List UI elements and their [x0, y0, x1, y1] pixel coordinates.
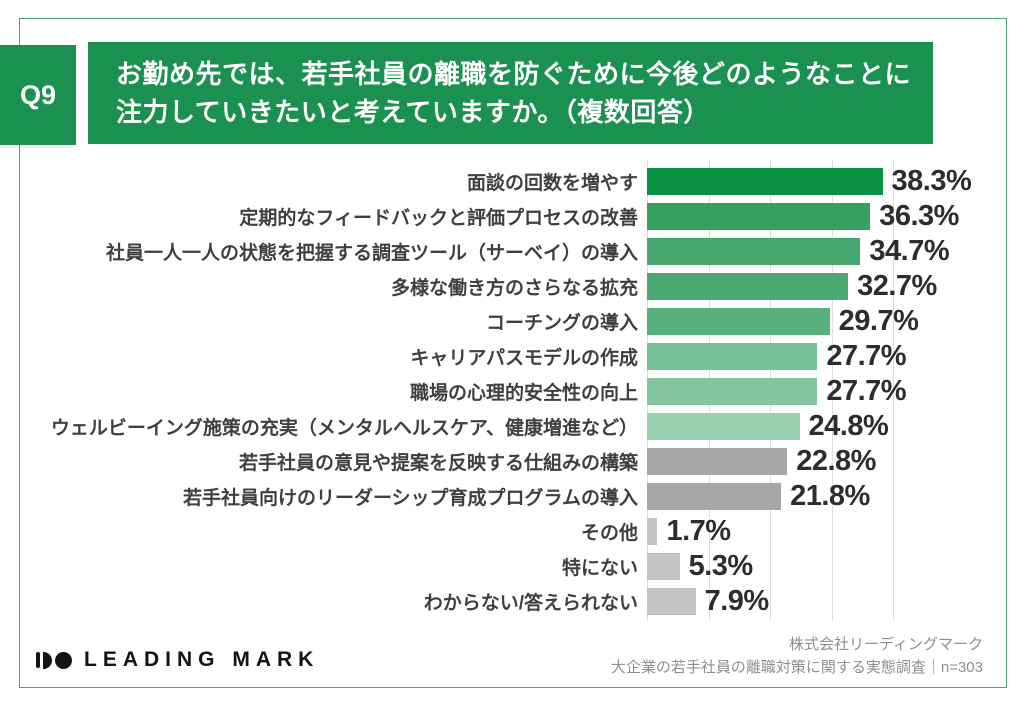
question-number-label: Q9 [19, 79, 57, 110]
logo-halfcircle-shape [43, 651, 52, 669]
value-label: 22.8% [796, 445, 876, 477]
chart-row: 若手社員向けのリーダーシップ育成プログラムの導入 21.8% [0, 479, 1024, 514]
question-text-line2: 注力していきたいと考えていますか。（複数回答） [116, 97, 710, 127]
chart-row: 職場の心理的安全性の向上 27.7% [0, 374, 1024, 409]
survey-source: 株式会社リーディングマーク 大企業の若手社員の離職対策に関する実態調査｜n=30… [611, 633, 983, 679]
chart-row: わからない/答えられない 7.9% [0, 584, 1024, 619]
value-label: 7.9% [704, 585, 770, 617]
category-label: ウェルビーイング施策の充実（メンタルヘルスケア、健康増進など） [50, 418, 638, 439]
category-label: 特にない [561, 558, 638, 579]
value-label: 5.3% [688, 550, 754, 582]
chart-row: 特にない 5.3% [0, 549, 1024, 584]
chart-row: 社員一人一人の状態を把握する調査ツール（サーベイ）の導入 34.7% [0, 234, 1024, 269]
category-label: コーチングの導入 [485, 313, 638, 334]
logo-bar-shape [36, 652, 40, 668]
bar [647, 483, 782, 510]
bar [647, 518, 658, 545]
category-label: 定期的なフィードバックと評価プロセスの改善 [239, 208, 638, 229]
category-label: 職場の心理的安全性の向上 [409, 383, 638, 404]
source-company: 株式会社リーディングマーク [789, 636, 983, 653]
bar [647, 238, 861, 265]
category-label: 社員一人一人の状態を把握する調査ツール（サーベイ）の導入 [105, 243, 638, 264]
chart-row: コーチングの導入 29.7% [0, 304, 1024, 339]
bar [647, 413, 800, 440]
leadingmark-logo: LEADING MARK [36, 644, 319, 676]
bar [647, 203, 871, 230]
chart-row: ウェルビーイング施策の充実（メンタルヘルスケア、健康増進など） 24.8% [0, 409, 1024, 444]
question-text-line1: お勤め先では、若手社員の離職を防ぐために今後どのようなことに [116, 59, 912, 89]
value-label: 27.7% [826, 340, 907, 372]
leadingmark-logo-icon [36, 651, 72, 669]
value-label: 38.3% [891, 165, 972, 197]
value-label: 24.8% [808, 410, 889, 442]
bar-chart: 面談の回数を増やす 38.3% 定期的なフィードバックと評価プロセスの改善 36.3%… [0, 160, 1024, 620]
bar [647, 448, 788, 475]
category-label: その他 [580, 523, 638, 544]
gridline [831, 160, 833, 620]
category-label: わからない/答えられない [423, 593, 638, 614]
bar [647, 588, 696, 615]
value-label: 1.7% [666, 515, 731, 547]
value-label: 36.3% [879, 200, 959, 232]
chart-row: 定期的なフィードバックと評価プロセスの改善 36.3% [0, 199, 1024, 234]
bar [647, 308, 830, 335]
chart-row: キャリアパスモデルの作成 27.7% [0, 339, 1024, 374]
value-label: 32.7% [857, 270, 937, 302]
chart-row: 若手社員の意見や提案を反映する仕組みの構築 22.8% [0, 444, 1024, 479]
category-label: 面談の回数を増やす [466, 173, 638, 194]
chart-row: 多様な働き方のさらなる拡充 32.7% [0, 269, 1024, 304]
question-banner: お勤め先では、若手社員の離職を防ぐために今後どのようなことに 注力していきたいと… [88, 42, 933, 144]
bar [647, 273, 849, 300]
question-number-badge: Q9 [0, 45, 76, 145]
chart-rows: 面談の回数を増やす 38.3% 定期的なフィードバックと評価プロセスの改善 36.3%… [0, 164, 1024, 619]
bar [647, 553, 680, 580]
value-label: 21.8% [790, 480, 870, 512]
source-survey-name: 大企業の若手社員の離職対策に関する実態調査｜n=303 [610, 659, 983, 676]
category-label: 若手社員の意見や提案を反映する仕組みの構築 [238, 453, 638, 474]
value-label: 34.7% [869, 235, 950, 267]
chart-row: 面談の回数を増やす 38.3% [0, 164, 1024, 199]
bar [647, 378, 818, 405]
value-label: 27.7% [826, 375, 907, 407]
value-label: 29.7% [838, 305, 919, 337]
bar [647, 168, 883, 195]
logo-wordmark: LEADING MARK [84, 648, 320, 671]
logo-dot-shape [55, 651, 72, 669]
category-label: キャリアパスモデルの作成 [410, 348, 638, 369]
gridline [893, 160, 894, 620]
bar [647, 343, 818, 370]
category-label: 多様な働き方のさらなる拡充 [390, 278, 638, 299]
category-label: 若手社員向けのリーダーシップ育成プログラムの導入 [182, 488, 638, 509]
chart-row: その他 1.7% [0, 514, 1024, 549]
